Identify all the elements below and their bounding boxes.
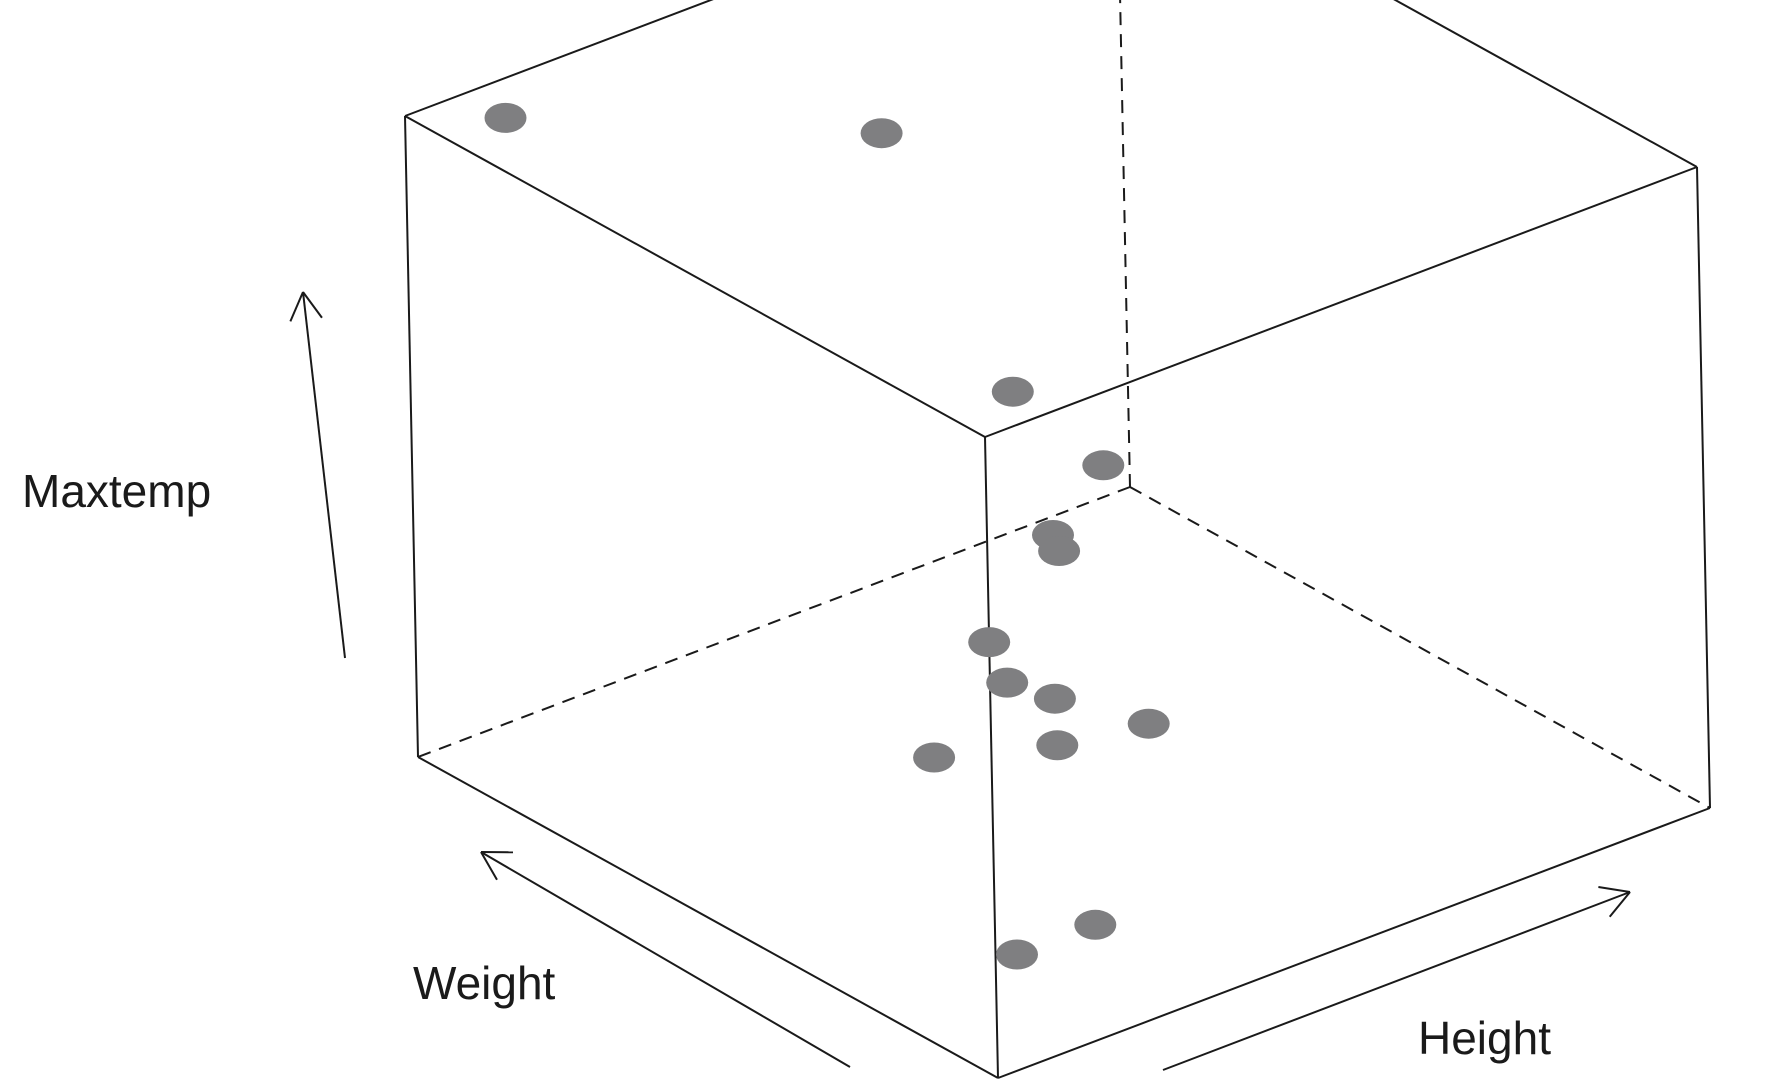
box-edge (404, 115, 419, 758)
data-point (1036, 730, 1079, 761)
x-axis-label: Height (1418, 1012, 1551, 1064)
data-point (1082, 450, 1125, 481)
z-axis-arrow-shaft (302, 291, 346, 659)
z-axis-arrow-head (289, 291, 304, 322)
data-points (484, 102, 1170, 970)
y-axis-arrow (480, 851, 851, 1068)
box-edge (997, 807, 1711, 1079)
box-edge-hidden (1129, 486, 1711, 809)
y-axis-label: Weight (413, 957, 556, 1009)
data-point (996, 939, 1038, 970)
x-axis-arrow-head (1608, 891, 1631, 918)
data-point (860, 118, 903, 149)
box-edge (404, 0, 714, 117)
x-axis-arrow-head (1598, 886, 1631, 893)
data-point (1074, 909, 1117, 940)
data-point (1127, 708, 1170, 739)
box-edge-hidden (1119, 0, 1131, 488)
box-edge (404, 115, 986, 438)
box-edge (1696, 166, 1711, 809)
box-edge (984, 436, 999, 1079)
bounding-box (404, 0, 1711, 1079)
box-edge (417, 756, 999, 1079)
data-point (991, 376, 1034, 407)
x-axis-arrow (1162, 886, 1631, 1071)
box-edge (1393, 0, 1698, 168)
data-point (1033, 683, 1076, 714)
y-axis-arrow-shaft (480, 851, 851, 1068)
y-axis-arrow-head (480, 851, 498, 881)
box-edge-hidden (417, 486, 1131, 758)
z-axis-arrow-head (302, 291, 323, 319)
data-point (1038, 536, 1081, 566)
z-axis-label: Maxtemp (22, 465, 211, 517)
data-point (913, 742, 956, 773)
box-edge (984, 166, 1698, 438)
data-point (986, 667, 1029, 698)
x-axis-arrow-shaft (1162, 891, 1631, 1071)
data-point (484, 102, 527, 133)
axis-arrows (289, 291, 1631, 1071)
z-axis-arrow (289, 291, 346, 659)
data-point (968, 627, 1011, 658)
